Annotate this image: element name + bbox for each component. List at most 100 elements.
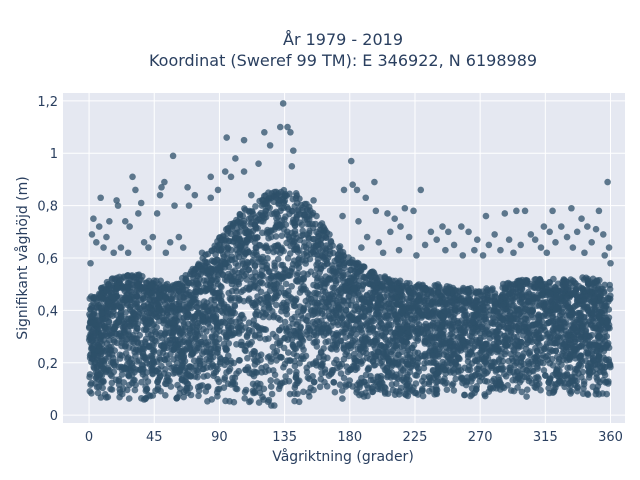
scatter-point bbox=[204, 383, 211, 391]
scatter-point bbox=[180, 388, 188, 396]
scatter-point bbox=[210, 370, 218, 377]
scatter-point bbox=[235, 330, 243, 337]
scatter-point bbox=[340, 261, 348, 269]
scatter-point bbox=[313, 299, 321, 307]
scatter-point bbox=[300, 243, 308, 250]
scatter-point bbox=[560, 347, 567, 355]
scatter-point bbox=[158, 362, 165, 370]
scatter-point bbox=[237, 341, 245, 349]
scatter-point bbox=[116, 355, 124, 362]
scatter-point bbox=[126, 322, 133, 330]
scatter-point bbox=[493, 309, 501, 316]
scatter-point bbox=[162, 295, 169, 302]
scatter-point bbox=[300, 388, 307, 396]
scatter-point bbox=[316, 383, 324, 391]
scatter-point bbox=[573, 327, 581, 335]
scatter-point bbox=[214, 375, 221, 383]
scatter-point bbox=[281, 289, 288, 297]
scatter-point bbox=[545, 379, 553, 386]
scatter-point bbox=[488, 293, 496, 301]
scatter-point bbox=[325, 307, 333, 315]
scatter-point bbox=[321, 378, 328, 386]
scatter-point bbox=[579, 324, 586, 332]
scatter-point bbox=[245, 266, 252, 273]
scatter-point bbox=[337, 289, 345, 297]
scatter-point bbox=[394, 351, 402, 358]
scatter-point bbox=[336, 363, 344, 371]
scatter-point bbox=[540, 367, 548, 374]
scatter-point bbox=[338, 328, 346, 336]
scatter-point bbox=[211, 258, 218, 265]
scatter-point bbox=[296, 211, 303, 218]
scatter-point bbox=[514, 338, 522, 345]
scatter-point bbox=[210, 288, 217, 296]
scatter-point bbox=[174, 381, 181, 389]
scatter-point bbox=[520, 301, 527, 308]
scatter-point bbox=[241, 388, 249, 396]
scatter-point bbox=[393, 380, 400, 388]
scatter-point bbox=[470, 319, 477, 326]
scatter-point bbox=[328, 369, 336, 376]
scatter-point bbox=[278, 232, 286, 239]
scatter-point bbox=[442, 366, 449, 374]
scatter-point bbox=[553, 339, 561, 347]
scatter-point bbox=[403, 351, 411, 359]
scatter-point bbox=[296, 341, 304, 348]
scatter-point bbox=[288, 283, 296, 290]
scatter-point bbox=[303, 328, 311, 335]
scatter-point bbox=[95, 321, 103, 329]
scatter-point bbox=[339, 395, 346, 402]
scatter-point bbox=[286, 236, 293, 243]
scatter-point bbox=[531, 354, 538, 362]
scatter-point bbox=[257, 273, 264, 280]
scatter-point bbox=[254, 234, 261, 241]
scatter-point bbox=[220, 253, 228, 261]
scatter-point bbox=[450, 387, 458, 394]
scatter-point bbox=[228, 381, 235, 388]
scatter-point bbox=[544, 333, 551, 341]
scatter-point bbox=[241, 395, 248, 402]
scatter-point bbox=[447, 298, 455, 305]
scatter-point bbox=[288, 229, 295, 237]
scatter-point bbox=[170, 364, 178, 371]
scatter-point bbox=[430, 305, 438, 312]
scatter-point bbox=[195, 392, 202, 400]
scatter-point bbox=[391, 343, 399, 350]
scatter-point bbox=[210, 338, 217, 346]
scatter-point bbox=[427, 289, 435, 296]
scatter-point bbox=[216, 323, 224, 330]
scatter-point bbox=[371, 352, 379, 360]
scatter-point bbox=[186, 363, 194, 370]
scatter-point bbox=[571, 302, 579, 310]
scatter-point bbox=[88, 379, 95, 387]
scatter-point bbox=[536, 322, 544, 330]
scatter-point bbox=[271, 262, 278, 270]
scatter-point bbox=[133, 293, 140, 300]
scatter-point bbox=[312, 220, 319, 228]
scatter-point bbox=[265, 367, 272, 374]
scatter-point bbox=[365, 365, 372, 373]
scatter-point bbox=[476, 330, 484, 337]
scatter-point bbox=[471, 389, 478, 397]
scatter-point bbox=[399, 296, 406, 303]
scatter-point bbox=[567, 314, 574, 321]
scatter-point bbox=[566, 364, 574, 371]
scatter-point bbox=[313, 343, 321, 350]
scatter-point bbox=[242, 206, 249, 214]
scatter-point bbox=[415, 368, 423, 376]
scatter-point bbox=[447, 337, 454, 345]
scatter-point bbox=[128, 308, 136, 315]
scatter-point bbox=[411, 304, 418, 312]
scatter-point bbox=[499, 366, 506, 373]
scatter-point bbox=[390, 305, 398, 313]
scatter-point bbox=[266, 353, 273, 360]
scatter-point bbox=[124, 355, 131, 363]
scatter-point bbox=[412, 389, 420, 397]
scatter-point bbox=[255, 384, 263, 392]
scatter-point bbox=[582, 357, 589, 365]
scatter-point bbox=[240, 248, 248, 256]
scatter-point bbox=[382, 384, 389, 392]
scatter-point bbox=[233, 278, 240, 286]
scatter-point bbox=[208, 396, 216, 403]
scatter-point bbox=[561, 372, 569, 380]
